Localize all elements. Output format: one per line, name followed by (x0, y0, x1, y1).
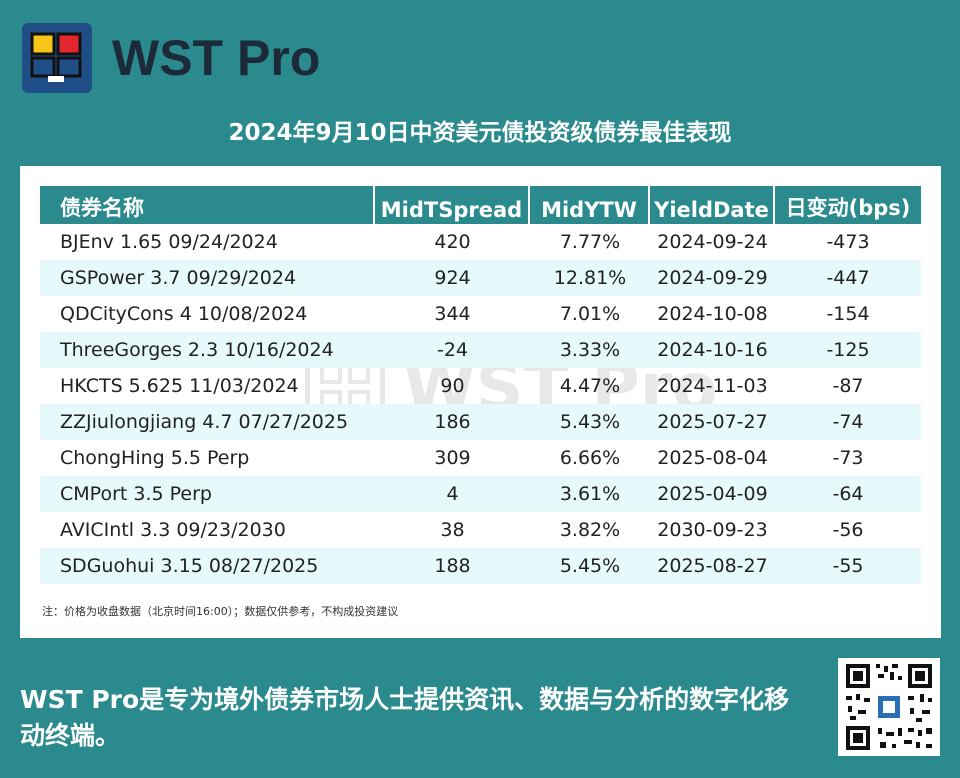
midtspread-cell: 186 (375, 404, 530, 440)
yielddate-cell: 2024-11-03 (657, 375, 768, 397)
midtspread-cell: 344 (434, 303, 471, 325)
midytw-cell: 5.45% (530, 548, 650, 584)
table-row: QDCityCons 4 10/08/2024 344 7.01% 2024-1… (40, 296, 921, 332)
table-row: ThreeGorges 2.3 10/16/2024 -24 3.33% 202… (40, 332, 921, 368)
midytw-cell: 7.77% (559, 231, 621, 253)
midytw-cell: 4.47% (559, 375, 621, 397)
daily-change-cell: -64 (775, 476, 921, 512)
daily-change-cell: -55 (775, 548, 921, 584)
col-header-name: 债券名称 (40, 186, 375, 224)
table-row: ZZJiulongjiang 4.7 07/27/2025 186 5.43% … (40, 404, 921, 440)
brand-name: WST Pro (112, 30, 321, 86)
yielddate-cell: 2024-09-24 (657, 231, 768, 253)
yielddate-cell: 2030-09-23 (657, 519, 768, 541)
footer-slogan: WST Pro是专为境外债券市场人士提供资讯、数据与分析的数字化移动终端。 (20, 685, 790, 750)
midtspread-cell: 420 (434, 231, 471, 253)
col-header-yielddate: YieldDate (650, 186, 775, 224)
table-row: CMPort 3.5 Perp 4 3.61% 2025-04-09 -64 (40, 476, 921, 512)
page-title: 2024年9月10日中资美元债投资级债券最佳表现 (228, 120, 732, 146)
col-header-midtspread: MidTSpread (375, 186, 530, 224)
yielddate-cell: 2025-08-27 (650, 548, 775, 584)
midytw-cell: 3.82% (559, 519, 621, 541)
midytw-cell: 5.43% (530, 404, 650, 440)
table-row: HKCTS 5.625 11/03/2024 90 4.47% 2024-11-… (40, 368, 921, 404)
midtspread-cell: 38 (440, 519, 465, 541)
midytw-cell: 3.33% (530, 332, 650, 368)
midytw-cell: 6.66% (559, 447, 621, 469)
midtspread-cell: 309 (434, 447, 471, 469)
daily-change-cell: -154 (826, 303, 870, 325)
daily-change-cell: -73 (832, 447, 864, 469)
col-header-daily-change: 日变动(bps) (775, 186, 921, 224)
yielddate-cell: 2025-08-04 (657, 447, 768, 469)
daily-change-cell: -87 (832, 375, 864, 397)
bond-name-cell: CMPort 3.5 Perp (40, 476, 375, 512)
midtspread-cell: 924 (375, 260, 530, 296)
yielddate-cell: 2024-09-29 (650, 260, 775, 296)
midytw-cell: 12.81% (530, 260, 650, 296)
table-header-row: 债券名称 MidTSpread MidYTW YieldDate 日变动(bps… (40, 186, 921, 224)
wst-logo-icon (22, 23, 92, 93)
disclaimer-note: 注：价格为收盘数据（北京时间16:00）；数据仅供参考，不构成投资建议 (42, 605, 399, 618)
table-row: AVICIntl 3.3 09/23/2030 38 3.82% 2030-09… (40, 512, 921, 548)
midtspread-cell: -24 (375, 332, 530, 368)
midtspread-cell: 90 (440, 375, 465, 397)
yielddate-cell: 2025-04-09 (650, 476, 775, 512)
bond-name-cell: ChongHing 5.5 Perp (60, 447, 250, 469)
bond-name-cell: AVICIntl 3.3 09/23/2030 (60, 519, 286, 541)
midtspread-cell: 4 (375, 476, 530, 512)
bond-name-cell: SDGuohui 3.15 08/27/2025 (40, 548, 375, 584)
yielddate-cell: 2025-07-27 (650, 404, 775, 440)
bond-name-cell: HKCTS 5.625 11/03/2024 (60, 375, 299, 397)
table-row: SDGuohui 3.15 08/27/2025 188 5.45% 2025-… (40, 548, 921, 584)
header: WST Pro (22, 22, 320, 94)
yielddate-cell: 2024-10-16 (650, 332, 775, 368)
bond-name-cell: BJEnv 1.65 09/24/2024 (60, 231, 278, 253)
daily-change-cell: -125 (775, 332, 921, 368)
daily-change-cell: -473 (826, 231, 870, 253)
table-row: ChongHing 5.5 Perp 309 6.66% 2025-08-04 … (40, 440, 921, 476)
midytw-cell: 7.01% (559, 303, 621, 325)
bond-table: 债券名称 MidTSpread MidYTW YieldDate 日变动(bps… (40, 186, 921, 584)
qr-code-icon[interactable] (838, 658, 940, 756)
col-header-midytw: MidYTW (530, 186, 650, 224)
daily-change-cell: -56 (832, 519, 864, 541)
midytw-cell: 3.61% (530, 476, 650, 512)
bond-name-cell: QDCityCons 4 10/08/2024 (60, 303, 308, 325)
daily-change-cell: -447 (775, 260, 921, 296)
yielddate-cell: 2024-10-08 (657, 303, 768, 325)
table-row: GSPower 3.7 09/29/2024 924 12.81% 2024-0… (40, 260, 921, 296)
midtspread-cell: 188 (375, 548, 530, 584)
bond-name-cell: GSPower 3.7 09/29/2024 (40, 260, 375, 296)
table-panel: WST Pro 债券名称 MidTSpread MidYTW YieldDate… (20, 166, 941, 638)
bond-name-cell: ThreeGorges 2.3 10/16/2024 (40, 332, 375, 368)
table-row: BJEnv 1.65 09/24/2024 420 7.77% 2024-09-… (40, 224, 921, 260)
bond-name-cell: ZZJiulongjiang 4.7 07/27/2025 (40, 404, 375, 440)
daily-change-cell: -74 (775, 404, 921, 440)
